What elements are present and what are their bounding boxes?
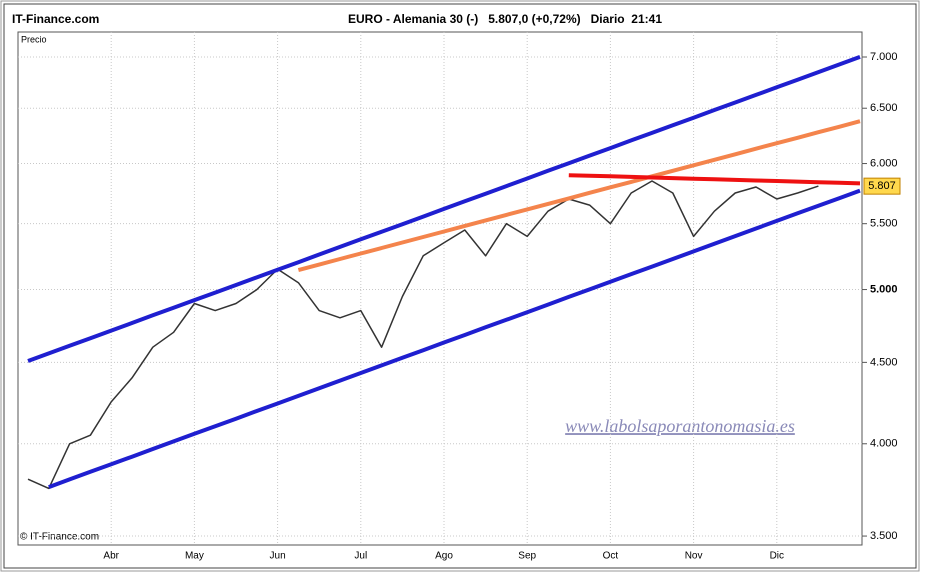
trend-line [297,119,861,273]
x-tick-label: Dic [770,551,784,562]
x-tick-label: Nov [685,551,703,562]
trend-line [27,55,861,363]
y-tick-label: 4.000 [870,438,898,450]
inner-frame [3,3,917,569]
site-name: IT-Finance.com [12,12,99,26]
x-tick-label: Oct [603,551,619,562]
y-tick-label: 6.000 [870,157,898,169]
y-tick-label: 6.500 [870,102,898,114]
plot-area [17,31,863,546]
y-tick-label: 5.500 [870,218,898,230]
copyright: © IT-Finance.com [20,532,99,543]
last-price-label: 5.807 [868,180,896,192]
last-price-box [863,177,901,195]
watermark: www.labolsaporantonomasia.es [565,416,795,436]
x-tick-label: Jun [270,551,286,562]
price-line [27,180,819,490]
trend-line [568,173,861,186]
y-tick-label: 3.500 [870,530,898,542]
x-tick-label: Jul [354,551,367,562]
x-tick-label: Abr [103,551,119,562]
x-tick-label: May [185,551,204,562]
y-tick-label: 7.000 [870,51,898,63]
x-tick-label: Ago [435,551,453,562]
axis-label: Precio [21,34,47,44]
y-tick-label: 5.000 [870,283,898,295]
trend-line [48,188,861,489]
x-tick-label: Sep [518,551,536,562]
chart-title: EURO - Alemania 30 (-) 5.807,0 (+0,72%) … [348,12,662,26]
y-tick-label: 4.500 [870,356,898,368]
